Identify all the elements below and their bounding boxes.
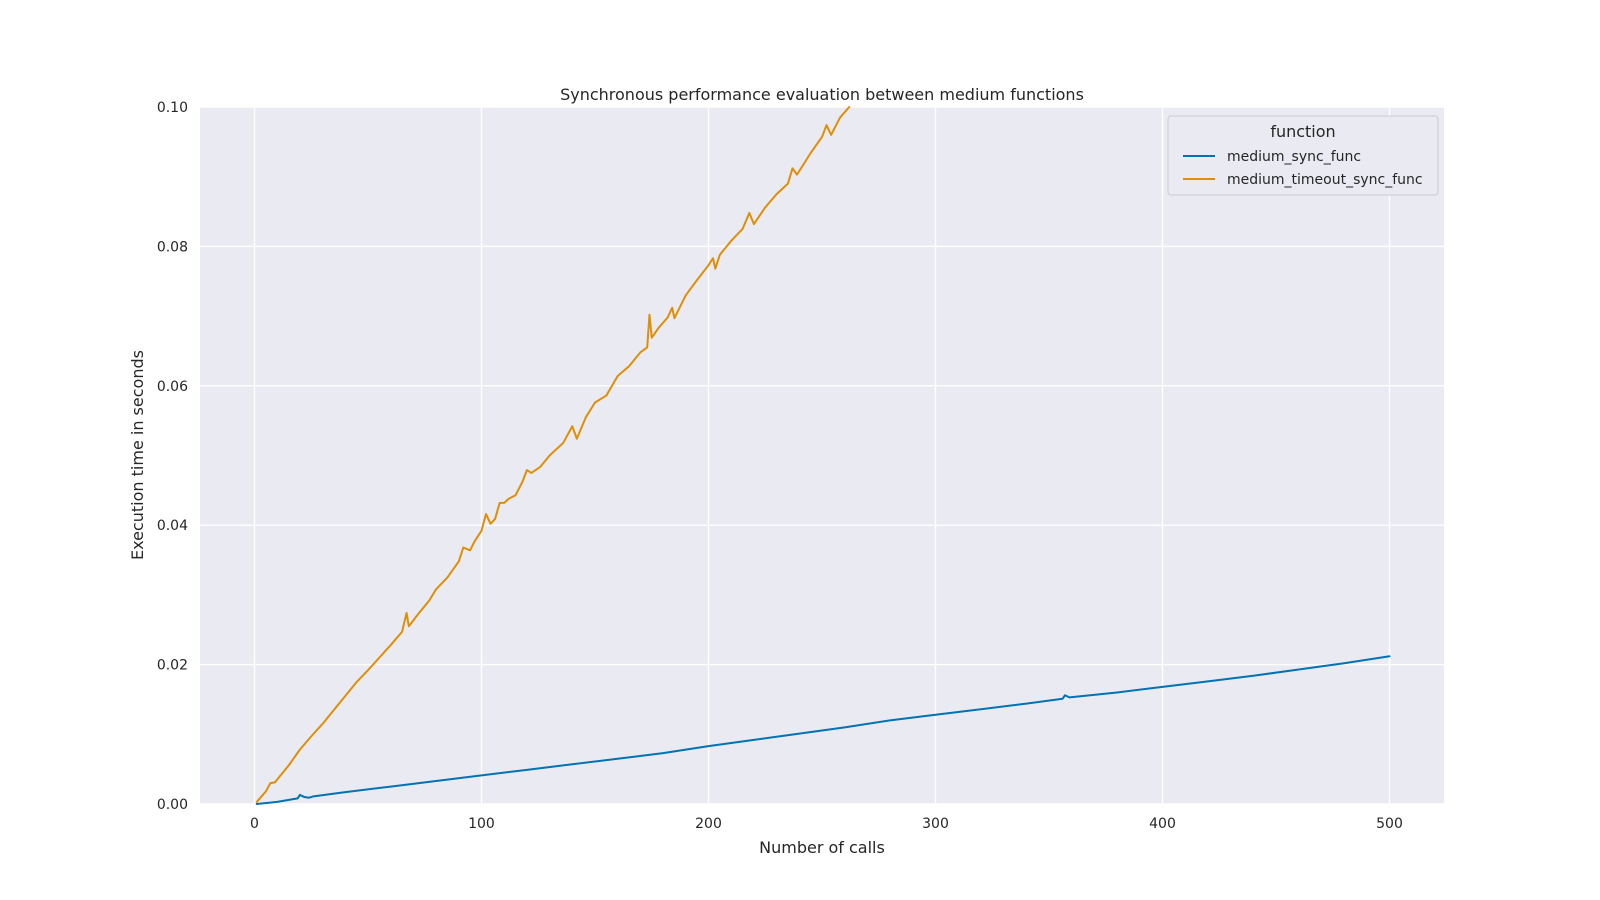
y-tick-label: 0.08 — [157, 239, 188, 255]
chart-title: Synchronous performance evaluation betwe… — [560, 85, 1084, 104]
grid-lines — [200, 106, 1444, 805]
series-line-medium-sync-func — [255, 655, 1391, 805]
x-tick-label: 0 — [250, 816, 259, 832]
tick-labels: 0 100 200 300 400 500 0.00 0.02 0.04 0.06 0.08 0.10 — [157, 100, 1403, 832]
x-tick-label: 100 — [468, 816, 495, 832]
legend: function medium_sync_func medium_timeout_… — [1167, 115, 1439, 196]
y-tick-label: 0.10 — [157, 100, 188, 116]
legend-label: medium_timeout_sync_func — [1227, 172, 1423, 188]
plot-area — [200, 107, 1444, 804]
x-tick-label: 300 — [922, 816, 949, 832]
series-lines — [255, 106, 1391, 805]
legend-title: function — [1270, 122, 1335, 141]
legend-box — [1167, 115, 1439, 196]
legend-entries: medium_sync_func medium_timeout_sync_func — [1183, 149, 1423, 188]
series-line-medium-timeout-sync-func — [255, 106, 851, 803]
y-tick-label: 0.00 — [157, 797, 188, 813]
x-tick-label: 500 — [1376, 816, 1403, 832]
y-tick-label: 0.04 — [157, 518, 188, 534]
x-tick-label: 200 — [695, 816, 722, 832]
y-tick-label: 0.06 — [157, 379, 188, 395]
y-axis-label: Execution time in seconds — [128, 350, 147, 560]
y-tick-label: 0.02 — [157, 658, 188, 674]
x-axis-label: Number of calls — [759, 838, 885, 857]
legend-label: medium_sync_func — [1227, 149, 1361, 165]
x-tick-label: 400 — [1149, 816, 1176, 832]
